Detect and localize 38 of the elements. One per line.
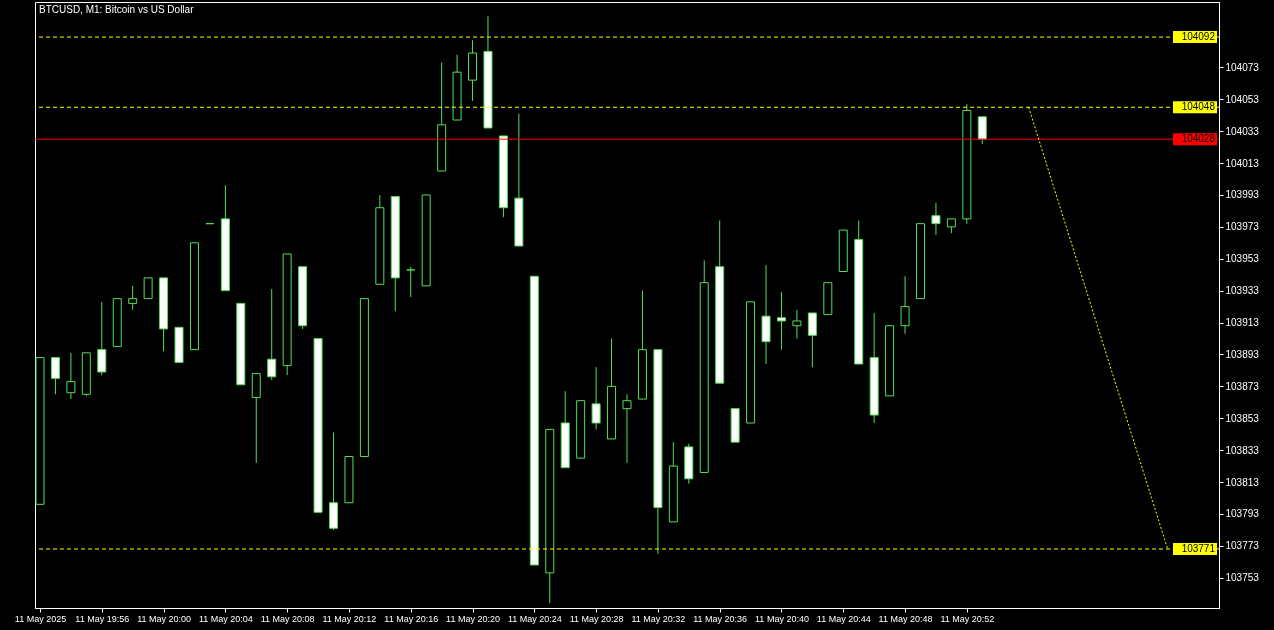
- y-tick-label: 103833: [1225, 444, 1260, 456]
- x-tick-label: 11 May 20:00: [137, 613, 192, 624]
- x-tick-label: 11 May 20:24: [507, 613, 562, 624]
- y-tick-label: 104013: [1225, 157, 1260, 169]
- ref-line-label: 104028: [1181, 133, 1216, 145]
- y-tick-label: 103793: [1225, 508, 1260, 520]
- x-tick-label: 11 May 20:12: [322, 613, 377, 624]
- ref-line-label: 103771: [1181, 542, 1216, 554]
- y-tick-label: 104033: [1225, 125, 1260, 137]
- y-tick-label: 103813: [1225, 476, 1260, 488]
- x-tick-label: 11 May 20:16: [384, 613, 439, 624]
- x-tick-label: 11 May 2025: [14, 613, 67, 624]
- x-tick-label: 11 May 20:40: [755, 613, 809, 624]
- ref-line-label: 104092: [1181, 31, 1216, 43]
- y-tick-label: 103993: [1225, 189, 1260, 201]
- ref-line-label: 104048: [1181, 101, 1216, 113]
- x-tick-label: 11 May 20:44: [816, 613, 871, 624]
- y-tick-label: 103933: [1225, 285, 1260, 297]
- chart-title: BTCUSD, M1: Bitcoin vs US Dollar: [39, 4, 195, 15]
- x-tick-label: 11 May 20:08: [260, 613, 315, 624]
- x-tick-label: 11 May 20:20: [446, 613, 500, 624]
- y-tick-label: 104073: [1225, 61, 1260, 73]
- y-tick-label: 103893: [1225, 348, 1260, 360]
- x-tick-label: 11 May 20:28: [569, 613, 624, 624]
- x-tick-label: 11 May 20:48: [878, 613, 933, 624]
- y-tick-label: 103873: [1225, 380, 1260, 392]
- x-tick-label: 11 May 20:32: [631, 613, 686, 624]
- y-tick-label: 103773: [1225, 540, 1260, 552]
- x-tick-label: 11 May 20:04: [198, 613, 253, 624]
- y-tick-label: 103973: [1225, 221, 1260, 233]
- y-tick-label: 103913: [1225, 317, 1260, 329]
- x-tick-label: 11 May 19:56: [75, 613, 130, 624]
- y-tick-label: 103853: [1225, 412, 1260, 424]
- y-tick-label: 103953: [1225, 253, 1260, 265]
- y-tick-label: 104053: [1225, 93, 1260, 105]
- x-tick-label: 11 May 20:36: [693, 613, 748, 624]
- x-tick-label: 11 May 20:52: [940, 613, 995, 624]
- y-tick-label: 103753: [1225, 572, 1260, 584]
